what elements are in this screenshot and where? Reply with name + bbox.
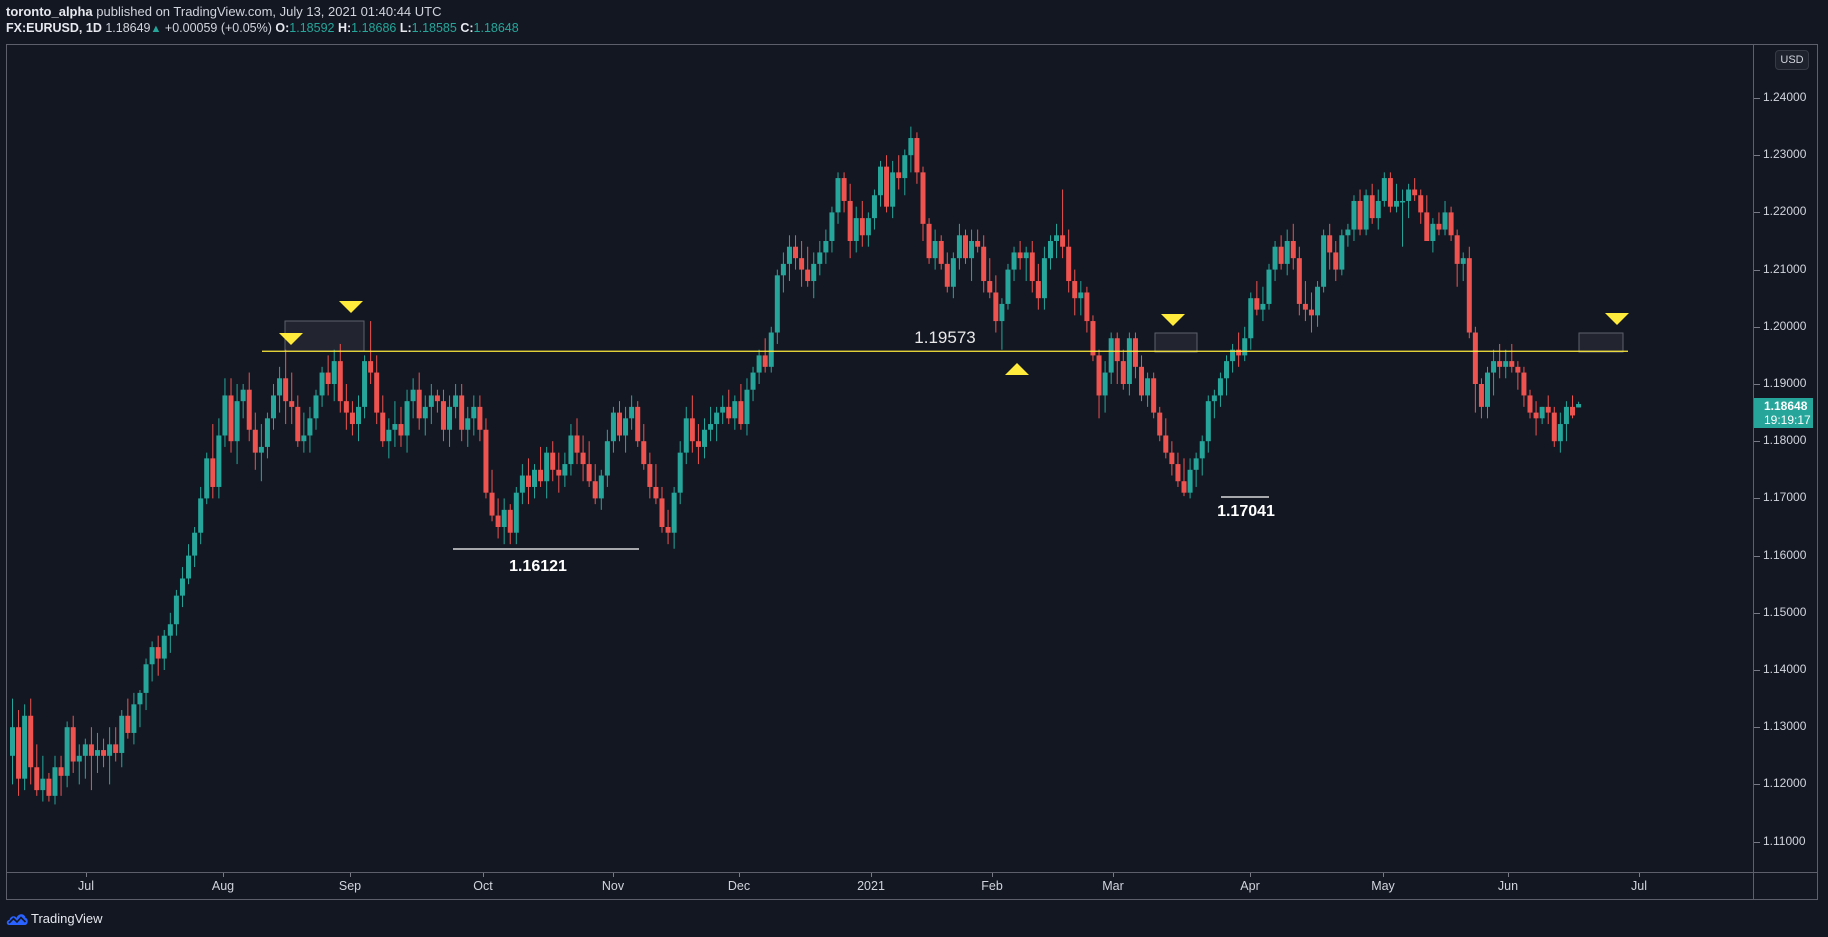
price-tick xyxy=(1754,670,1760,671)
tradingview-logo[interactable]: TradingView xyxy=(6,911,103,926)
author-name[interactable]: toronto_alpha xyxy=(6,4,93,19)
chart-frame xyxy=(6,44,1818,900)
time-tick xyxy=(350,873,351,877)
price-tick-label: 1.16000 xyxy=(1763,547,1807,562)
time-tick xyxy=(223,873,224,877)
close-value: 1.18648 xyxy=(473,21,519,35)
highlight-box[interactable] xyxy=(1154,332,1198,353)
price-tick-label: 1.22000 xyxy=(1763,204,1807,219)
arrow-markers xyxy=(279,301,1629,375)
time-tick xyxy=(992,873,993,877)
low2-label: 1.17041 xyxy=(1217,503,1275,520)
low-label: L: xyxy=(399,21,412,35)
time-tick xyxy=(483,873,484,877)
price-tick xyxy=(1754,98,1760,99)
time-tick-label: Oct xyxy=(473,879,493,893)
brand-name: TradingView xyxy=(31,911,103,926)
price-tick-label: 1.15000 xyxy=(1763,604,1807,619)
price-tick-label: 1.19000 xyxy=(1763,376,1807,390)
symbol-interval[interactable]: FX:EURUSD, 1D xyxy=(6,21,102,35)
close-label: C: xyxy=(460,21,474,35)
price-tick-label: 1.12000 xyxy=(1763,776,1807,791)
time-tick xyxy=(871,873,872,877)
time-tick-label: Nov xyxy=(601,879,625,893)
time-tick xyxy=(1383,873,1384,877)
price-tick-label: 1.14000 xyxy=(1763,662,1807,676)
time-tick-label: Sep xyxy=(338,879,362,893)
price-tick-label: 1.20000 xyxy=(1763,318,1807,333)
current-price-value: 1.18648 xyxy=(1764,399,1808,413)
low-value: 1.18585 xyxy=(411,21,457,35)
time-tick xyxy=(1250,873,1251,877)
arrow-up-marker-icon[interactable] xyxy=(1005,363,1029,375)
price-tick xyxy=(1754,612,1760,614)
last-price: 1.18649 xyxy=(105,21,151,35)
resistance-level-label: 1.19573 xyxy=(914,328,976,347)
arrow-down-marker-icon[interactable] xyxy=(339,301,363,313)
price-change: +0.00059 (+0.05%) xyxy=(164,21,272,35)
arrow-down-marker-icon[interactable] xyxy=(1161,314,1185,326)
price-tick xyxy=(1754,212,1760,214)
time-tick xyxy=(739,873,740,877)
time-tick-label: Dec xyxy=(727,879,751,893)
candles xyxy=(10,126,1582,805)
price-tick-label: 1.21000 xyxy=(1763,261,1807,276)
time-tick-label: Jul xyxy=(1631,879,1647,893)
up-arrow-icon: ▲ xyxy=(150,23,162,35)
time-tick-label: Mar xyxy=(1102,879,1124,893)
time-tick-label: May xyxy=(1371,879,1395,893)
time-tick xyxy=(613,873,614,877)
time-tick-label: Jun xyxy=(1497,879,1519,893)
high-label: H: xyxy=(337,21,352,35)
price-tick xyxy=(1754,784,1760,786)
price-tick xyxy=(1754,155,1760,157)
published-text: published on TradingView.com, July 13, 2… xyxy=(96,4,442,19)
current-price-label: 1.18648 19:19:17 xyxy=(1754,398,1813,428)
price-tick xyxy=(1754,269,1760,271)
time-tick xyxy=(1508,873,1509,877)
publish-info: toronto_alpha published on TradingView.c… xyxy=(6,4,442,19)
high-value: 1.18686 xyxy=(351,21,397,35)
price-tick xyxy=(1754,727,1760,729)
price-tick-label: 1.18000 xyxy=(1763,433,1807,448)
price-axis-separator xyxy=(1753,44,1754,900)
time-tick xyxy=(1639,873,1640,877)
price-tick-label: 1.11000 xyxy=(1763,833,1806,848)
symbol-legend: FX:EURUSD, 1D 1.18649▲ +0.00059 (+0.05%)… xyxy=(6,21,519,35)
price-tick-label: 1.13000 xyxy=(1763,719,1807,734)
price-tick-label: 1.17000 xyxy=(1763,490,1807,505)
price-tick xyxy=(1754,384,1760,385)
price-tick xyxy=(1754,326,1760,328)
open-label: O: xyxy=(275,21,290,35)
bar-countdown: 19:19:17 xyxy=(1764,413,1811,427)
price-tick xyxy=(1754,441,1760,443)
time-tick-label: Apr xyxy=(1240,879,1260,893)
price-tick xyxy=(1754,555,1760,557)
arrow-down-marker-icon[interactable] xyxy=(1605,313,1629,325)
time-tick xyxy=(86,873,87,877)
price-tick xyxy=(1754,841,1760,843)
price-tick-label: 1.24000 xyxy=(1763,90,1807,104)
low1-label: 1.16121 xyxy=(509,558,567,575)
time-tick-label: Jul xyxy=(78,879,94,893)
price-tick-label: 1.23000 xyxy=(1763,147,1807,162)
time-tick-label: 2021 xyxy=(857,879,885,893)
time-tick-label: Feb xyxy=(981,879,1003,893)
price-tick xyxy=(1754,498,1760,500)
time-tick xyxy=(1113,873,1114,877)
time-axis-separator xyxy=(6,872,1818,873)
arrow-down-marker-icon[interactable] xyxy=(279,333,303,345)
open-value: 1.18592 xyxy=(289,21,335,35)
tradingview-cloud-icon xyxy=(6,913,28,925)
highlight-box[interactable] xyxy=(1578,332,1624,353)
time-tick-label: Aug xyxy=(211,879,235,893)
currency-button[interactable]: USD xyxy=(1775,50,1809,70)
